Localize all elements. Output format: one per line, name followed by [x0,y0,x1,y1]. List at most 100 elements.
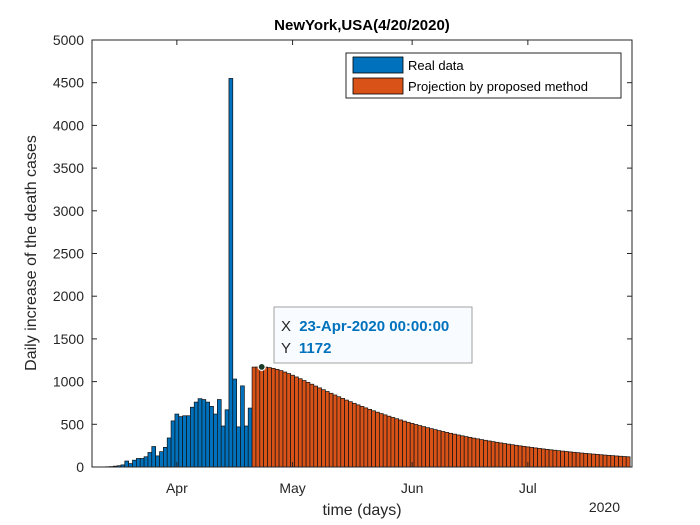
bar-projection [409,423,415,468]
bar-projection [560,450,565,468]
legend-swatch-real [352,56,404,74]
bar-projection [421,426,427,468]
bar-projection [448,432,454,468]
y-axis: 0 500 1000 1500 2000 2500 3000 3500 4000 4500 5000 [53,32,632,475]
bar-real [197,398,203,468]
bar-projection [375,411,380,468]
bar-real [174,413,180,468]
bar-projection [255,366,261,468]
bar-projection [263,366,268,468]
y-tick-label: 5000 [53,32,84,48]
bar-real [240,385,245,468]
bar-projection [571,451,577,468]
bar-projection [286,373,292,468]
bar-projection [348,401,353,468]
bar-projection [355,404,361,468]
bar-real [166,437,172,468]
y-tick-label: 3000 [53,203,84,219]
bar-projection [460,435,465,468]
bar-real [205,401,210,468]
bar-projection [479,439,484,468]
bar-projection [502,443,508,468]
datatip-x-label: X [281,318,291,335]
x-axis-year-label: 2020 [589,499,620,515]
bar-projection [529,447,534,468]
y-tick-label: 500 [61,416,85,432]
bar-projection [587,453,592,468]
bar-projection [564,451,569,468]
bar-projection [332,394,338,468]
bar-real [209,406,214,468]
bar-projection [336,396,342,468]
bar-projection [429,428,434,468]
bar-projection [514,444,519,468]
bar-projection [321,389,326,468]
bar-real [182,415,187,468]
bar-projection [294,376,299,468]
bar-real [170,420,176,468]
bar-projection [521,446,527,468]
bar-projection [490,441,496,468]
bar-projection [610,455,615,468]
y-tick-label: 1000 [53,374,84,390]
bar-projection [282,371,288,468]
datatip-marker [257,362,266,372]
bar-projection [344,399,349,468]
bar-projection [452,433,457,468]
bar-real [143,456,149,468]
bar-projection [352,402,357,468]
bar-projection [436,430,442,468]
bar-real [201,399,207,468]
bar-real [159,451,164,468]
bar-projection [367,409,373,468]
bar-projection [309,383,315,468]
bar-projection [398,419,403,468]
bar-projection [394,418,400,468]
bar-real [151,446,156,468]
bar-real [193,401,199,468]
legend: Real data Projection by proposed method [345,52,622,99]
bar-projection [259,366,265,468]
bar-projection [475,438,481,468]
bar-real [124,460,130,468]
bar-projection [317,387,322,468]
y-tick-label: 2500 [53,246,84,262]
bar-projection [298,378,303,468]
y-tick-label: 0 [76,459,84,475]
bar-projection [363,407,369,468]
bar-projection [494,441,500,468]
bar-real [132,459,137,468]
bar-real [236,426,241,468]
bar-projection [548,449,554,468]
bar-projection [575,452,581,468]
y-axis-label: Daily increase of the death cases [23,135,40,371]
bar-projection [456,434,461,468]
bar-real [163,447,168,468]
x-axis-label: time (days) [322,502,401,519]
bar-projection [325,391,330,468]
bar-projection [278,370,284,468]
bar-projection [313,385,319,468]
bar-real [217,399,222,468]
bar-real [244,425,249,468]
bar-projection [483,439,488,468]
bar-projection [402,420,407,468]
y-tick-label: 1500 [53,331,84,347]
bar-real [190,406,195,468]
bar-projection [471,437,477,468]
bar-projection [517,445,523,468]
bar-real [178,416,183,468]
bar-real [147,452,153,468]
bar-projection [583,453,588,468]
bar-real [224,409,230,468]
bar-projection [591,453,596,468]
x-tick-label: May [279,480,305,496]
bar-projection [602,454,608,468]
bar-real [247,407,253,468]
datatip[interactable]: X 23-Apr-2020 00:00:00 Y 1172 [257,306,473,372]
bar-projection [556,450,561,468]
bar-projection [425,427,430,468]
x-tick-label: Jun [401,480,424,496]
bar-real [128,463,133,468]
plot-area-frame [91,39,633,468]
